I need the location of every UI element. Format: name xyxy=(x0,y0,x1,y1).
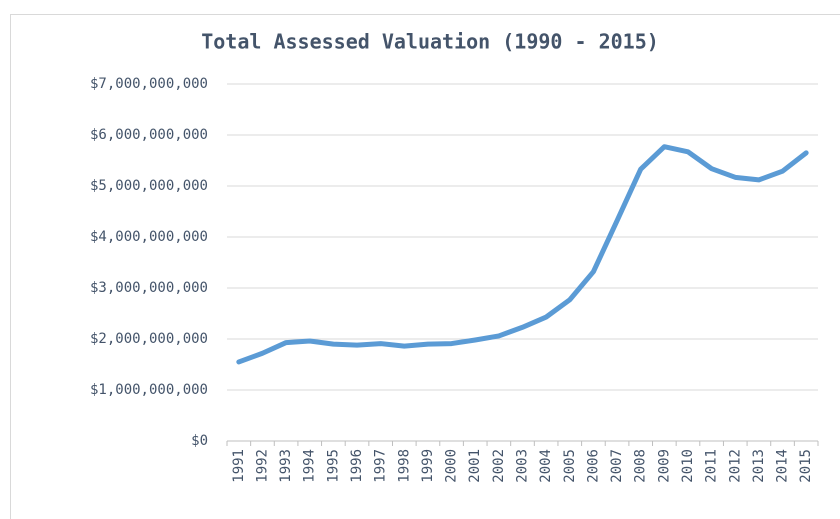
x-tick-label: 2013 xyxy=(751,449,767,483)
x-tick-label: 1993 xyxy=(278,449,294,483)
x-tick-label: 2014 xyxy=(775,449,791,483)
x-tick-label: 2002 xyxy=(491,449,507,483)
x-tick-label: 2001 xyxy=(467,449,483,483)
x-tick-label: 2015 xyxy=(798,449,814,483)
x-tick-label: 1997 xyxy=(373,449,389,483)
y-tick-label: $2,000,000,000 xyxy=(90,331,208,347)
y-tick-label: $0 xyxy=(191,433,208,449)
data-line xyxy=(236,144,809,365)
y-tick-label: $3,000,000,000 xyxy=(90,280,208,296)
x-tick-label: 1991 xyxy=(231,449,247,483)
y-tick-label: $5,000,000,000 xyxy=(90,178,208,194)
x-tick-label: 1992 xyxy=(254,449,270,483)
y-tick-label: $6,000,000,000 xyxy=(90,127,208,143)
y-tick-label: $7,000,000,000 xyxy=(90,76,208,92)
x-tick-label: 2011 xyxy=(704,449,720,483)
x-tick-label: 1996 xyxy=(349,449,365,483)
x-tick-label: 2009 xyxy=(656,449,672,483)
chart-title: Total Assessed Valuation (1990 - 2015) xyxy=(201,30,659,54)
x-tick-label: 2000 xyxy=(444,449,460,483)
chart-border xyxy=(10,14,840,519)
x-tick-label: 2006 xyxy=(585,449,601,483)
x-tick-label: 2008 xyxy=(633,449,649,483)
y-tick-label: $4,000,000,000 xyxy=(90,229,208,245)
x-tick-label: 1995 xyxy=(325,449,341,483)
x-tick-label: 2012 xyxy=(727,449,743,483)
x-tick-label: 1999 xyxy=(420,449,436,483)
x-tick-label: 2004 xyxy=(538,449,554,483)
x-tick-label: 2010 xyxy=(680,449,696,483)
x-tick-label: 1994 xyxy=(302,449,318,483)
x-tick-label: 2005 xyxy=(562,449,578,483)
x-tick-label: 2007 xyxy=(609,449,625,483)
y-tick-label: $1,000,000,000 xyxy=(90,382,208,398)
x-tick-label: 1998 xyxy=(396,449,412,483)
x-tick-label: 2003 xyxy=(515,449,531,483)
